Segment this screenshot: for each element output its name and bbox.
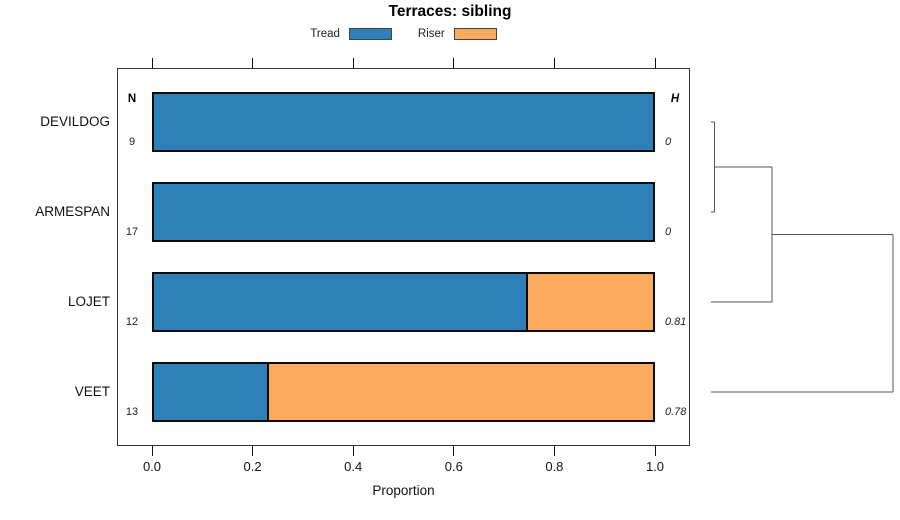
legend-label: Riser xyxy=(417,27,445,40)
category-label: DEVILDOG xyxy=(40,114,110,129)
x-tick-label: 0.0 xyxy=(142,459,162,474)
bar-segment-tread xyxy=(154,94,653,150)
x-tick-label: 0.6 xyxy=(444,459,463,474)
h-value: 0.78 xyxy=(665,406,687,418)
x-tick-top xyxy=(352,58,354,68)
bar-segment-tread xyxy=(154,364,269,420)
x-tick-bottom xyxy=(252,446,254,456)
plot-panel-border xyxy=(117,68,690,446)
bar-segment-tread xyxy=(154,184,653,240)
n-value: 17 xyxy=(125,226,139,238)
h-value: 0.81 xyxy=(665,316,687,328)
x-tick-bottom xyxy=(453,446,455,456)
x-tick-label: 0.8 xyxy=(545,459,564,474)
x-tick-top xyxy=(252,58,254,68)
n-value: 9 xyxy=(128,136,136,148)
category-label: ARMESPAN xyxy=(35,204,110,219)
x-tick-bottom xyxy=(553,446,555,456)
n-column-header: N xyxy=(127,93,137,105)
x-axis-label: Proportion xyxy=(372,483,435,498)
bar-segment-tread xyxy=(154,274,529,330)
x-tick-top xyxy=(553,58,555,68)
legend-swatch-tread xyxy=(348,27,392,40)
legend-swatch-riser xyxy=(453,27,497,40)
legend: Tread Riser xyxy=(117,25,690,42)
x-tick-label: 1.0 xyxy=(645,459,665,474)
n-value: 12 xyxy=(125,316,139,328)
h-value: 0 xyxy=(665,226,672,238)
x-tick-label: 0.4 xyxy=(344,459,363,474)
x-tick-label: 0.2 xyxy=(243,459,262,474)
bar-segment-riser xyxy=(268,364,653,420)
stacked-bar xyxy=(152,362,655,422)
x-tick-bottom xyxy=(151,446,153,456)
x-tick-top xyxy=(654,58,656,68)
legend-item-tread: Tread xyxy=(310,27,392,40)
category-label: VEET xyxy=(74,384,110,399)
x-tick-bottom xyxy=(654,446,656,456)
x-tick-bottom xyxy=(352,446,354,456)
chart-title: Terraces: sibling xyxy=(388,3,512,20)
stacked-bar xyxy=(152,182,655,242)
h-value: 0 xyxy=(665,136,672,148)
legend-item-riser: Riser xyxy=(417,27,497,40)
x-tick-top xyxy=(453,58,455,68)
bar-segment-riser xyxy=(528,274,653,330)
x-tick-top xyxy=(151,58,153,68)
stacked-bar xyxy=(152,272,655,332)
category-label: LOJET xyxy=(67,294,110,309)
legend-label: Tread xyxy=(310,27,340,40)
stacked-bar xyxy=(152,92,655,152)
n-value: 13 xyxy=(125,406,139,418)
h-column-header: H xyxy=(670,93,680,105)
